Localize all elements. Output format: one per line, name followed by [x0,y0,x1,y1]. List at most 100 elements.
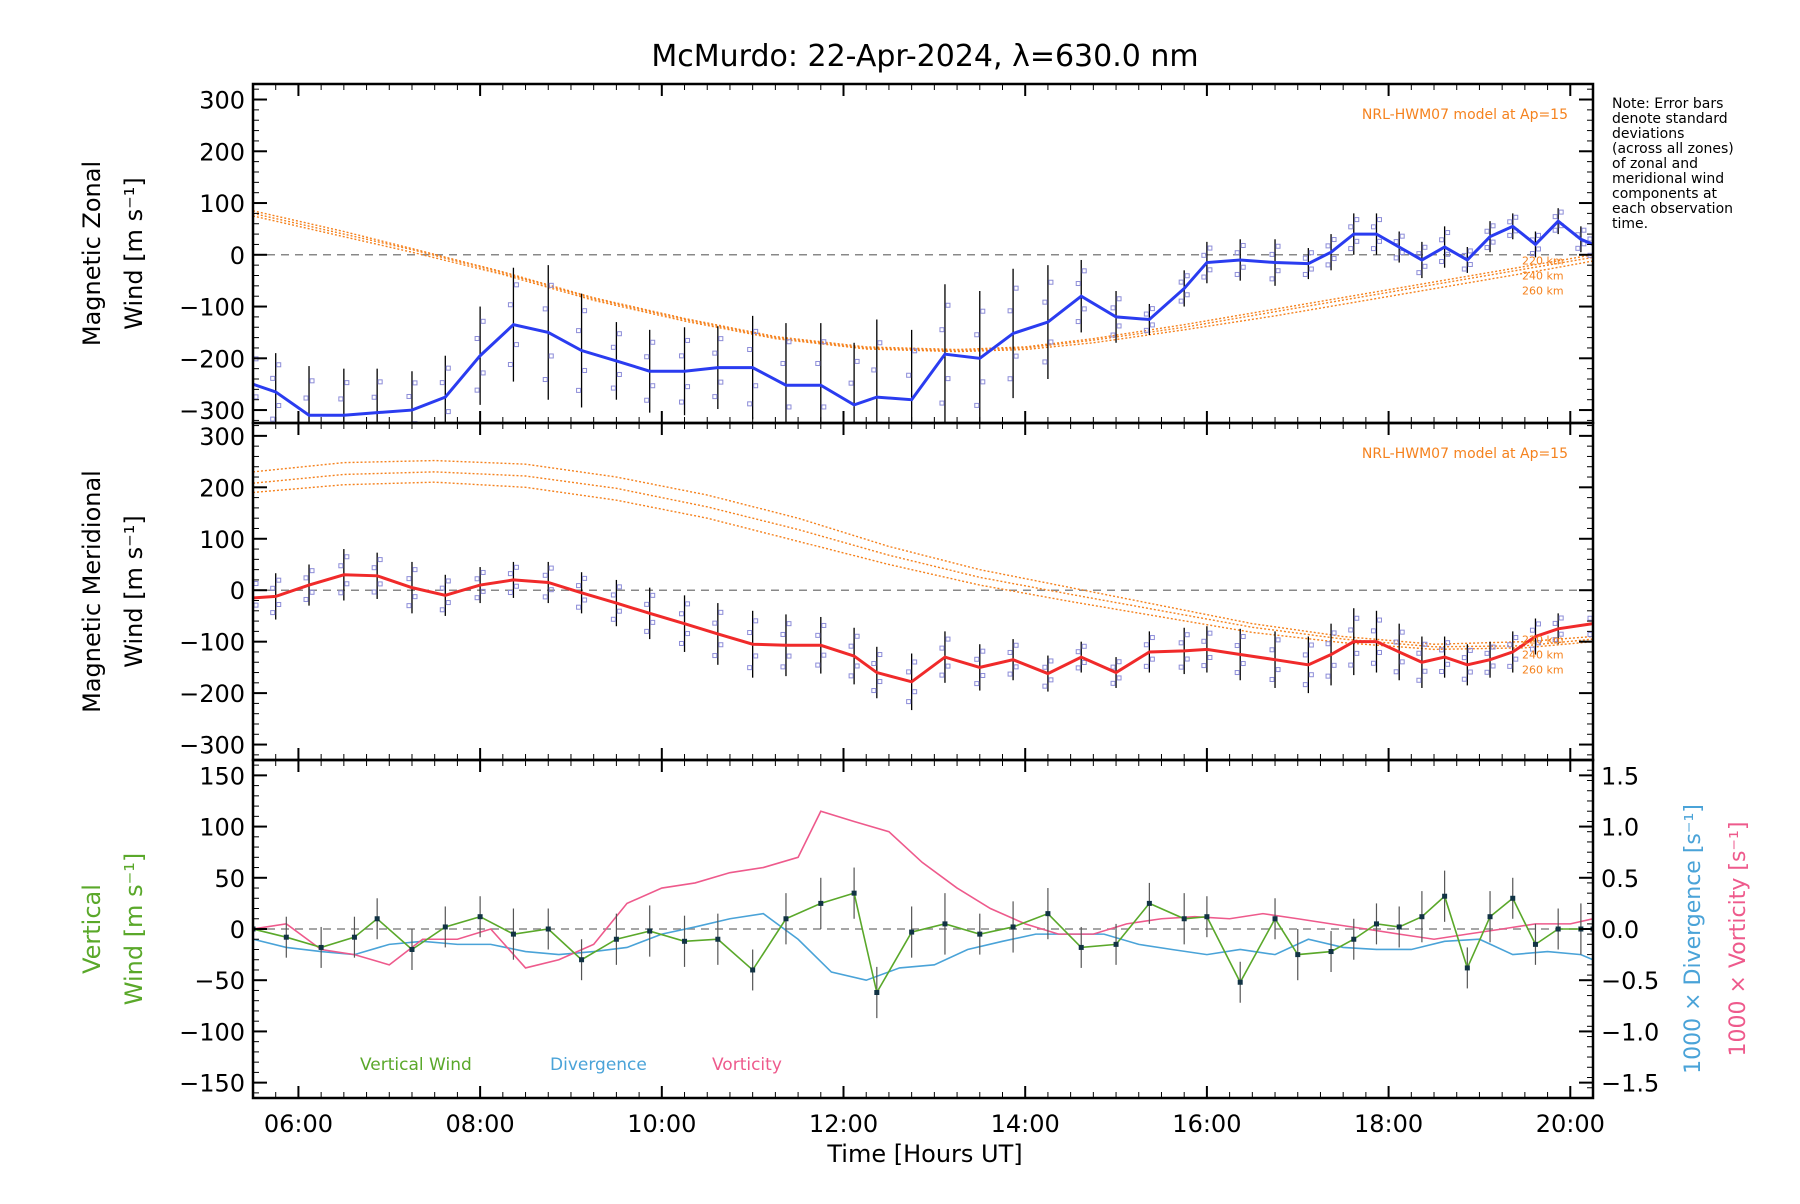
zone-sample-point [1331,662,1337,668]
y-tick-label: −200 [179,345,245,373]
zone-sample-point [1587,236,1593,242]
vertical-wind-point [1010,924,1016,930]
vertical-wind-point [1113,941,1119,947]
zone-sample-point [1535,232,1541,238]
x-tick-label: 08:00 [446,1110,515,1138]
chart-title: McMurdo: 22-Apr-2024, λ=630.0 nm [651,39,1198,74]
zone-sample-point [821,339,827,345]
zone-sample-point [753,653,759,659]
zone-sample-point [980,648,986,654]
zone-sample-point [1558,615,1564,621]
zone-sample-point [980,379,986,385]
zone-sample-point [338,563,344,569]
zone-sample-point [1467,261,1473,267]
zone-sample-point [507,590,513,596]
zone-sample-point [480,588,486,594]
zone-sample-point [1240,634,1246,640]
zone-sample-point [1007,671,1013,677]
zone-sample-point [1348,662,1354,668]
zone-sample-point [1376,217,1382,223]
model-altitude-label: 220 km [1522,254,1564,267]
zone-sample-point [276,577,282,583]
zone-sample-point [1275,243,1281,249]
zone-sample-point [1207,654,1213,660]
zone-sample-point [945,302,951,308]
zone-sample-point [650,592,656,598]
vertical-wind-point [374,916,380,922]
zone-sample-point [1234,670,1240,676]
zone-sample-point [974,402,980,408]
zone-sample-point [407,435,411,439]
x-tick-label: 12:00 [809,1110,878,1138]
zone-sample-point [270,610,276,616]
vertical-wind-point [1351,936,1357,942]
zone-sample-point [815,662,821,668]
zone-sample-point [1490,239,1496,245]
zone-sample-point [344,380,350,386]
y-tick-label: 0 [230,916,245,944]
zone-sample-point [610,344,616,350]
zone-sample-point [1325,262,1331,268]
zone-sample-point [270,416,276,422]
zone-sample-point [1234,271,1240,277]
model-altitude-label: 220 km [1522,634,1564,647]
zone-sample-point [338,396,344,402]
zone-sample-point [1048,339,1054,345]
model-curve [253,215,1593,353]
zone-sample-point [877,679,883,685]
zone-sample-point [786,404,792,410]
zone-sample-point [1558,631,1564,637]
zone-sample-point [747,630,753,636]
zone-sample-point [1075,649,1081,655]
zone-sample-point [939,645,945,651]
zone-sample-point [1081,660,1087,666]
vertical-wind-point [1419,914,1425,920]
y2-tick-label: 0.5 [1601,865,1639,893]
zone-sample-point [1013,285,1019,291]
y-tick-label: 0 [230,577,245,605]
zone-sample-point [1081,306,1087,312]
zone-sample-point [1110,332,1116,338]
zone-sample-point [1308,672,1314,678]
zone-sample-point [1184,632,1190,638]
x-tick-label: 16:00 [1172,1110,1241,1138]
zone-sample-point [1042,664,1048,670]
zone-sample-point [821,622,827,628]
zone-sample-point [440,424,444,428]
zone-sample-point [1490,663,1496,669]
panel-1: NRL-HWM07 model at Ap=15 220 km 240 km 260 … [78,82,1595,450]
zone-sample-point [712,394,718,400]
zone-sample-point [377,379,383,385]
zone-sample-point [576,604,582,610]
zone-sample-point [1075,665,1081,671]
zone-sample-point [1275,667,1281,673]
zone-sample-point [1439,259,1445,265]
zone-sample-point [1308,642,1314,648]
zone-sample-point [1484,650,1490,656]
zone-sample-point [616,371,622,377]
y-tick-label: 50 [214,865,245,893]
zone-sample-point [821,404,827,410]
zone-sample-point [344,581,350,587]
zone-sample-point [406,393,412,399]
zone-sample-point [848,673,854,679]
zone-sample-point [1178,640,1184,646]
zone-sample-point [582,367,588,373]
zone-sample-point [786,339,792,345]
zone-sample-point [1484,228,1490,234]
vertical-wind-point [750,967,756,973]
y2-tick-label: 1.5 [1601,762,1639,790]
note-line: deviations [1612,126,1684,142]
zone-sample-point [849,446,853,450]
y-tick-label: 150 [199,762,245,790]
y-tick-label: −100 [179,1018,245,1046]
zone-sample-point [821,652,827,658]
zone-sample-point [474,336,480,342]
zone-sample-point [1178,298,1184,304]
zone-sample-point [1587,631,1593,637]
panel-frame [251,82,1595,425]
note-line: Note: Error bars [1612,96,1723,112]
zone-sample-point [712,620,718,626]
zone-sample-point [939,400,945,406]
vertical-wind-point [1555,926,1561,932]
